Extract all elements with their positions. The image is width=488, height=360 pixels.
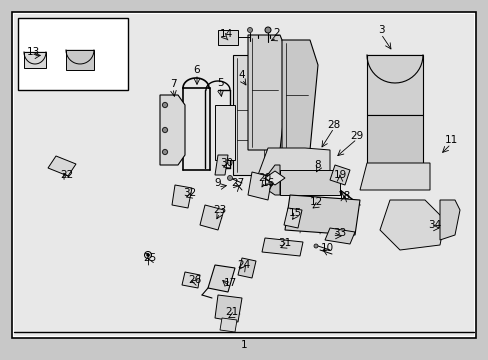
Text: 22: 22 [60, 170, 74, 180]
Polygon shape [215, 155, 227, 175]
Polygon shape [66, 50, 94, 70]
Text: 17: 17 [223, 278, 236, 288]
Text: 25: 25 [143, 253, 156, 263]
Text: 16: 16 [261, 178, 274, 188]
Text: 33: 33 [333, 228, 346, 238]
Polygon shape [284, 208, 302, 228]
Text: 13: 13 [26, 47, 40, 57]
Text: 26: 26 [188, 275, 201, 285]
Text: 6: 6 [193, 65, 200, 75]
Text: 12: 12 [309, 197, 322, 207]
Text: 10: 10 [320, 243, 333, 253]
Text: 19: 19 [333, 170, 346, 180]
Polygon shape [359, 163, 429, 190]
Circle shape [247, 27, 252, 32]
Text: 32: 32 [183, 188, 196, 198]
Text: 28: 28 [326, 120, 340, 130]
Polygon shape [200, 205, 224, 230]
Polygon shape [325, 228, 354, 244]
Text: 2: 2 [273, 28, 280, 38]
Text: 31: 31 [278, 238, 291, 248]
Circle shape [313, 244, 317, 248]
Polygon shape [379, 200, 444, 250]
Polygon shape [66, 50, 94, 64]
Polygon shape [220, 318, 237, 332]
Polygon shape [232, 55, 267, 175]
Bar [218, 30, 238, 45]
Polygon shape [24, 52, 46, 64]
Circle shape [162, 103, 167, 108]
Polygon shape [215, 295, 242, 322]
Circle shape [144, 252, 151, 258]
Text: 11: 11 [444, 135, 457, 145]
Text: 20: 20 [258, 173, 271, 183]
Text: 27: 27 [231, 178, 244, 188]
Polygon shape [182, 272, 200, 288]
Polygon shape [247, 35, 289, 150]
Text: 34: 34 [427, 220, 441, 230]
Polygon shape [439, 200, 459, 240]
Polygon shape [24, 52, 46, 68]
Polygon shape [262, 238, 303, 256]
Text: 3: 3 [377, 25, 384, 35]
Text: 23: 23 [213, 205, 226, 215]
Text: 18: 18 [337, 191, 350, 201]
Text: 24: 24 [237, 260, 250, 270]
Circle shape [162, 149, 167, 154]
Circle shape [227, 175, 232, 180]
Polygon shape [160, 95, 184, 165]
Circle shape [264, 27, 270, 33]
Polygon shape [366, 115, 422, 165]
Polygon shape [282, 40, 317, 150]
Bar [18, 18, 128, 90]
Text: 1: 1 [240, 340, 247, 350]
Text: 4: 4 [238, 70, 245, 80]
Text: 9: 9 [214, 178, 221, 188]
Circle shape [146, 253, 149, 256]
Polygon shape [247, 172, 271, 200]
Polygon shape [238, 258, 256, 278]
Text: 14: 14 [219, 29, 232, 39]
Text: 30: 30 [220, 158, 233, 168]
Polygon shape [264, 171, 285, 185]
Polygon shape [366, 55, 422, 83]
Circle shape [162, 127, 167, 132]
Polygon shape [329, 165, 349, 185]
Polygon shape [285, 195, 359, 235]
Polygon shape [260, 165, 280, 195]
Text: 15: 15 [288, 208, 301, 218]
Text: 7: 7 [169, 79, 176, 89]
Text: 21: 21 [225, 307, 238, 317]
Polygon shape [258, 148, 329, 175]
Text: 8: 8 [314, 160, 321, 170]
Text: 5: 5 [216, 78, 223, 88]
Bar [215, 105, 235, 160]
Polygon shape [280, 170, 339, 195]
Polygon shape [366, 55, 422, 115]
Text: 29: 29 [350, 131, 363, 141]
Polygon shape [207, 265, 235, 292]
Polygon shape [172, 185, 192, 208]
Polygon shape [48, 156, 76, 176]
Bar [14, 14, 473, 336]
